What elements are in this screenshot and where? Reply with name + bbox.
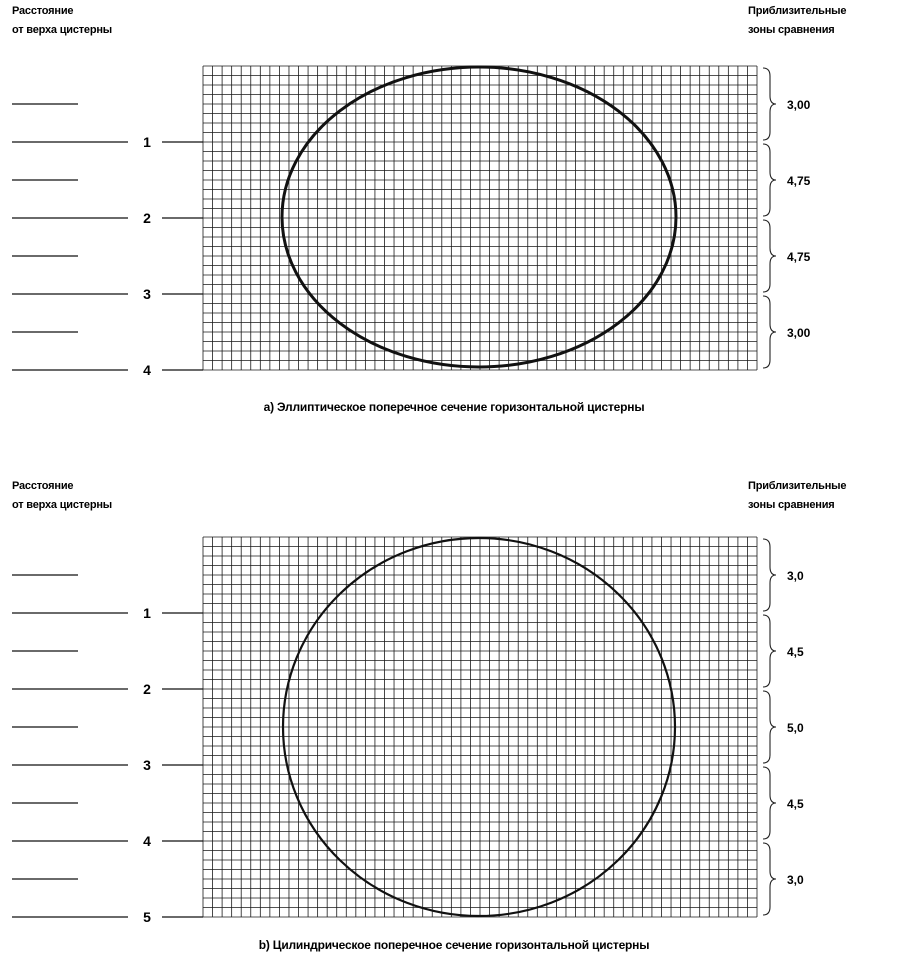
- zone-value: 3,00: [787, 98, 811, 112]
- distance-label: 5: [143, 909, 151, 925]
- distance-label: 3: [143, 286, 151, 302]
- zone-brace: [762, 614, 777, 688]
- left-header-line-2: от верха цистерны: [12, 499, 112, 511]
- zone-value: 4,5: [787, 645, 804, 659]
- zone-brace: [762, 219, 777, 293]
- zone-value: 3,0: [787, 569, 804, 583]
- distance-label: 1: [143, 134, 151, 150]
- zone-brace: [762, 842, 777, 916]
- zone-value: 3,0: [787, 873, 804, 887]
- measurement-grid: [202, 65, 758, 371]
- distance-label: 2: [143, 681, 151, 697]
- figure-caption: b) Цилиндрическое поперечное сечение гор…: [259, 938, 650, 952]
- zone-brace: [762, 690, 777, 764]
- zone-value: 3,00: [787, 326, 811, 340]
- left-header-line-1: Расстояние: [12, 5, 73, 17]
- figure-caption: a) Эллиптическое поперечное сечение гори…: [264, 400, 645, 414]
- cylindrical-cross-section: [281, 536, 677, 918]
- distance-label: 1: [143, 605, 151, 621]
- distance-label: 2: [143, 210, 151, 226]
- zone-value: 4,75: [787, 250, 811, 264]
- elliptical-cross-section: [280, 65, 678, 369]
- zone-value: 4,5: [787, 797, 804, 811]
- zone-brace: [762, 295, 777, 369]
- figure-a: Расстояние от верха цистерны Приблизительн…: [12, 5, 847, 414]
- distance-label: 4: [143, 833, 151, 849]
- right-header-line-2: зоны сравнения: [748, 24, 835, 36]
- right-header-line-1: Приблизительные: [748, 5, 846, 17]
- left-header-line-2: от верха цистерны: [12, 24, 112, 36]
- zone-brace: [762, 67, 777, 141]
- zone-value: 5,0: [787, 721, 804, 735]
- zone-brace: [762, 143, 777, 217]
- distance-label: 3: [143, 757, 151, 773]
- distance-label: 4: [143, 362, 151, 378]
- zone-brace: [762, 766, 777, 840]
- figure-b: Расстояние от верха цистерны Приблизительн…: [12, 480, 847, 952]
- zone-brace: [762, 538, 777, 612]
- measurement-grid: [202, 536, 758, 918]
- left-header-line-1: Расстояние: [12, 480, 73, 492]
- right-header-line-2: зоны сравнения: [748, 499, 835, 511]
- right-header-line-1: Приблизительные: [748, 480, 846, 492]
- zone-value: 4,75: [787, 174, 811, 188]
